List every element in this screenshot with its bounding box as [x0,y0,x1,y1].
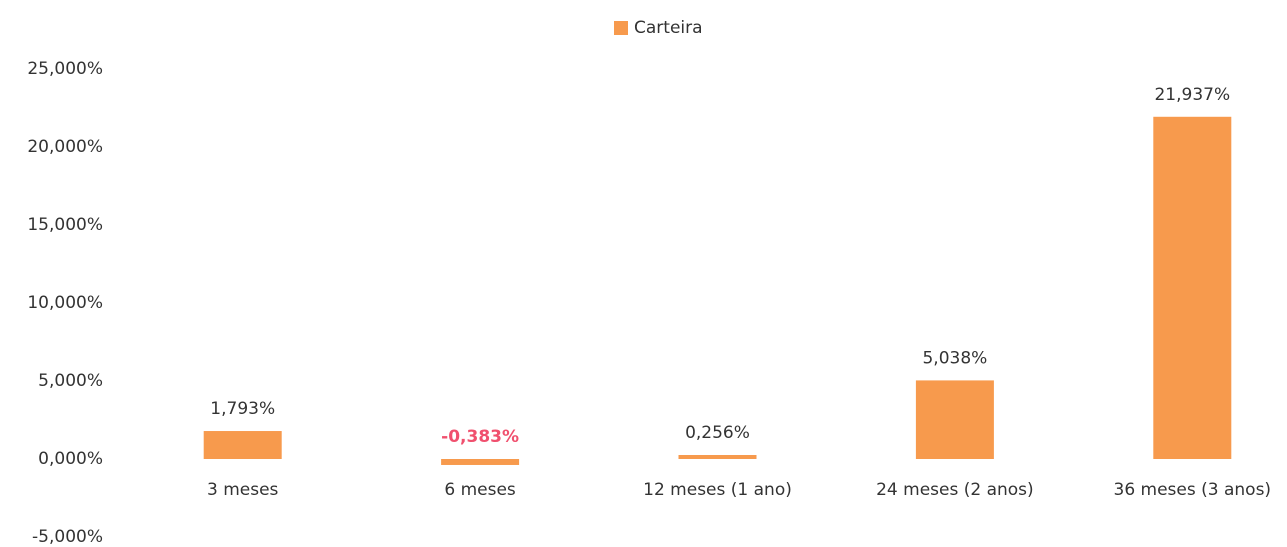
x-tick-label: 24 meses (2 anos) [876,480,1034,500]
value-label: 5,038% [922,348,987,368]
bar [1153,116,1232,459]
y-tick-label: 20,000% [27,137,103,157]
value-label: 21,937% [1154,85,1230,105]
x-tick-label: 3 meses [207,480,279,500]
bar [203,431,282,459]
y-tick-label: 15,000% [27,215,103,235]
value-label: 0,256% [685,423,750,443]
y-tick-label: 0,000% [38,449,103,469]
value-label: -0,383% [441,427,519,447]
y-tick-label: -5,000% [32,527,103,547]
x-tick-label: 12 meses (1 ano) [643,480,792,500]
bar [678,455,757,459]
y-tick-label: 5,000% [38,371,103,391]
x-tick-label: 36 meses (3 anos) [1114,480,1272,500]
value-label: 1,793% [210,399,275,419]
legend-label: Carteira [634,18,703,38]
bar [441,459,520,465]
x-tick-label: 6 meses [444,480,516,500]
legend-swatch [614,21,628,35]
y-tick-label: 25,000% [27,59,103,79]
bar [915,380,994,459]
y-tick-label: 10,000% [27,293,103,313]
